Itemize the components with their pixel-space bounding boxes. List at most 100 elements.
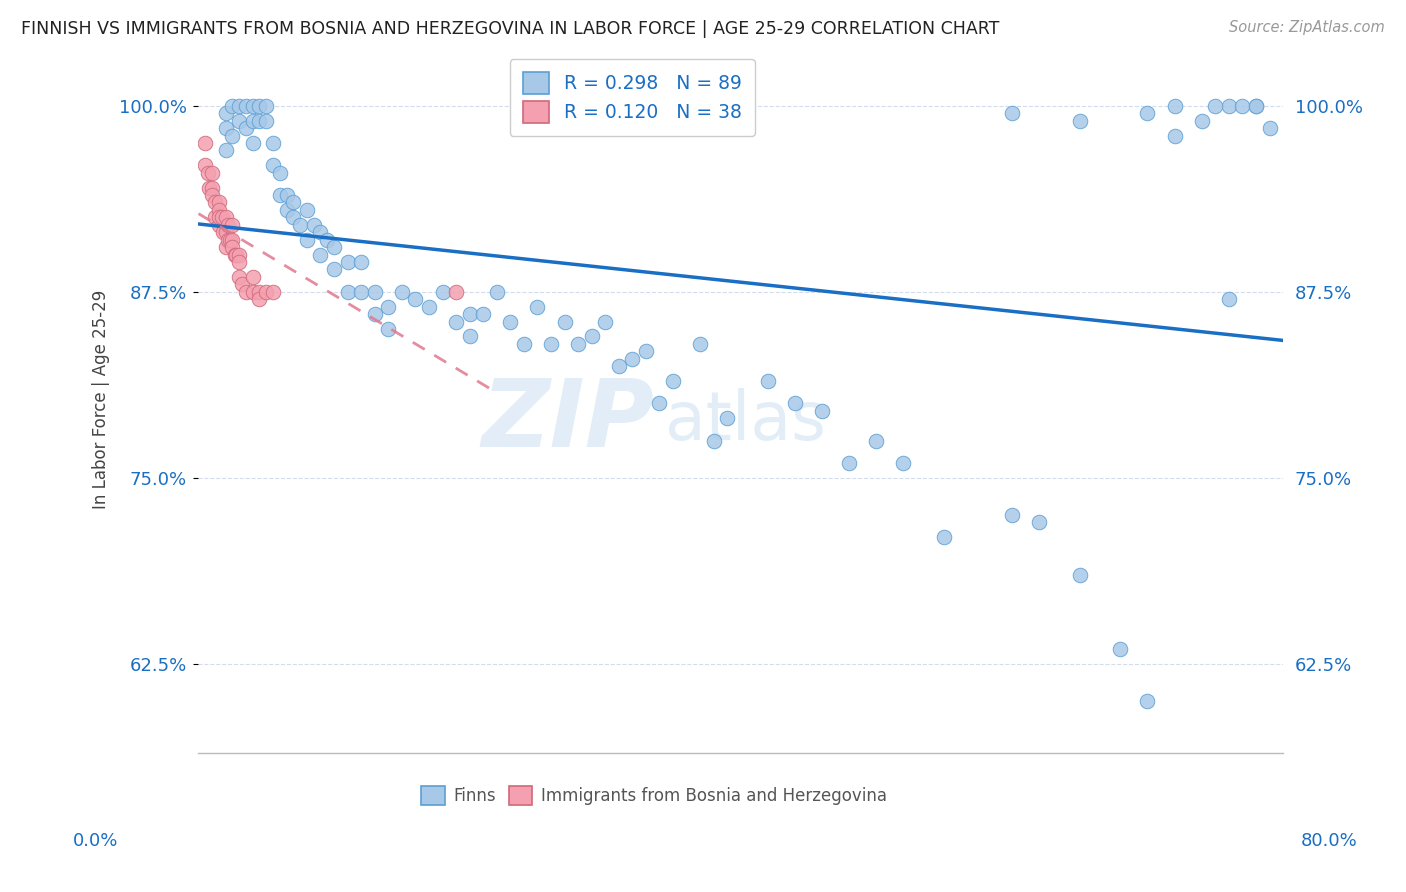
Point — [262, 158, 284, 172]
Point — [221, 99, 243, 113]
Point — [194, 158, 217, 172]
Point — [201, 188, 224, 202]
Point — [269, 188, 291, 202]
Point — [228, 113, 250, 128]
Point — [214, 225, 236, 239]
Point — [432, 285, 454, 299]
Point — [194, 136, 217, 150]
Point — [242, 269, 264, 284]
Point — [554, 314, 576, 328]
Point — [838, 456, 860, 470]
Point — [336, 255, 359, 269]
Point — [242, 113, 264, 128]
Point — [262, 136, 284, 150]
Point — [1163, 99, 1185, 113]
Point — [364, 285, 387, 299]
Point — [350, 285, 373, 299]
Point — [323, 240, 346, 254]
Point — [235, 121, 257, 136]
Point — [472, 307, 495, 321]
Point — [336, 285, 359, 299]
Point — [276, 188, 298, 202]
Point — [377, 322, 399, 336]
Y-axis label: In Labor Force | Age 25-29: In Labor Force | Age 25-29 — [93, 290, 110, 509]
Point — [228, 247, 250, 261]
Point — [221, 233, 243, 247]
Point — [526, 300, 548, 314]
Point — [893, 456, 915, 470]
Point — [249, 285, 271, 299]
Point — [634, 344, 657, 359]
Point — [316, 233, 339, 247]
Point — [204, 211, 226, 225]
Point — [231, 277, 253, 292]
Point — [221, 240, 243, 254]
Point — [249, 99, 271, 113]
Point — [458, 329, 481, 343]
Point — [1244, 99, 1267, 113]
Point — [217, 218, 239, 232]
Point — [364, 307, 387, 321]
Point — [235, 285, 257, 299]
Point — [254, 285, 277, 299]
Point — [934, 530, 956, 544]
Point — [228, 99, 250, 113]
Point — [309, 247, 332, 261]
Point — [1232, 99, 1254, 113]
Point — [703, 434, 725, 448]
Point — [242, 99, 264, 113]
Point — [662, 374, 685, 388]
Point — [1001, 106, 1024, 120]
Legend: Finns, Immigrants from Bosnia and Herzegovina: Finns, Immigrants from Bosnia and Herzeg… — [415, 780, 893, 812]
Point — [391, 285, 413, 299]
Point — [208, 218, 231, 232]
Point — [211, 211, 233, 225]
Point — [302, 218, 325, 232]
Point — [214, 144, 236, 158]
Point — [377, 300, 399, 314]
Point — [217, 233, 239, 247]
Text: 0.0%: 0.0% — [73, 832, 118, 850]
Text: FINNISH VS IMMIGRANTS FROM BOSNIA AND HERZEGOVINA IN LABOR FORCE | AGE 25-29 COR: FINNISH VS IMMIGRANTS FROM BOSNIA AND HE… — [21, 20, 1000, 37]
Point — [1258, 121, 1281, 136]
Point — [1069, 567, 1091, 582]
Point — [214, 211, 236, 225]
Point — [1163, 128, 1185, 143]
Point — [1001, 508, 1024, 522]
Point — [235, 99, 257, 113]
Point — [513, 337, 536, 351]
Point — [201, 166, 224, 180]
Point — [485, 285, 508, 299]
Point — [224, 247, 246, 261]
Point — [1218, 99, 1240, 113]
Point — [269, 166, 291, 180]
Text: ZIP: ZIP — [481, 375, 654, 467]
Point — [249, 292, 271, 306]
Point — [1136, 694, 1159, 708]
Point — [208, 211, 231, 225]
Point — [249, 113, 271, 128]
Point — [581, 329, 603, 343]
Point — [254, 113, 277, 128]
Point — [1204, 99, 1226, 113]
Point — [254, 99, 277, 113]
Point — [295, 233, 318, 247]
Point — [288, 218, 311, 232]
Point — [204, 195, 226, 210]
Point — [689, 337, 711, 351]
Point — [1136, 106, 1159, 120]
Point — [756, 374, 779, 388]
Point — [323, 262, 346, 277]
Point — [648, 396, 671, 410]
Point — [1244, 99, 1267, 113]
Text: Source: ZipAtlas.com: Source: ZipAtlas.com — [1229, 20, 1385, 35]
Point — [444, 285, 467, 299]
Point — [1218, 292, 1240, 306]
Point — [1191, 113, 1213, 128]
Point — [593, 314, 616, 328]
Point — [418, 300, 440, 314]
Point — [444, 314, 467, 328]
Point — [225, 247, 247, 261]
Point — [404, 292, 426, 306]
Point — [865, 434, 887, 448]
